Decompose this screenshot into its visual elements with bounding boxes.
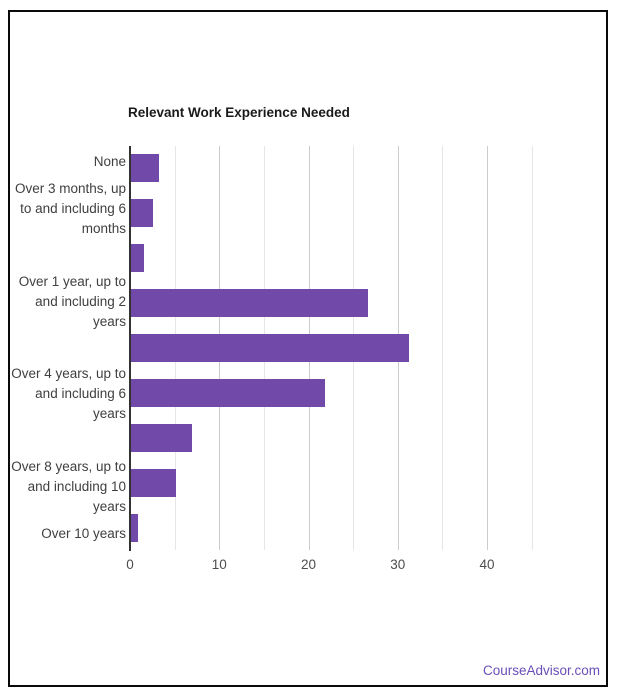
bar-row-8 [130, 505, 554, 550]
bar-8 [130, 513, 139, 542]
bar-5 [130, 378, 325, 407]
category-label-row-0: None [10, 146, 126, 179]
category-label-row-6 [10, 424, 126, 457]
x-tick-10: 10 [211, 557, 227, 572]
bar-row-1 [130, 191, 554, 236]
bar-row-6 [130, 415, 554, 460]
bar-row-3 [130, 281, 554, 326]
x-tick-0: 0 [126, 557, 134, 572]
category-label-row-3: Over 1 year, up to and including 2 years [10, 272, 126, 332]
category-label-text: Over 10 years [41, 525, 126, 541]
category-label-text: Over 4 years, up to and including 6 year… [11, 366, 126, 422]
category-label-text: None [93, 154, 126, 170]
category-label-text: Over 8 years, up to and including 10 yea… [11, 459, 126, 515]
category-label-text: Over 1 year, up to and including 2 years [18, 273, 126, 329]
bar-row-0 [130, 146, 554, 191]
x-tick-30: 30 [390, 557, 406, 572]
bar-6 [130, 423, 192, 452]
bar-row-2 [130, 236, 554, 281]
bar-1 [130, 199, 154, 228]
y-axis-line [129, 146, 131, 551]
bar-2 [130, 244, 145, 273]
category-label-row-4 [10, 332, 126, 365]
gridline-35 [442, 146, 444, 550]
plot-area [129, 146, 554, 551]
x-tick-40: 40 [479, 557, 495, 572]
bar-row-4 [130, 326, 554, 371]
category-label-row-5: Over 4 years, up to and including 6 year… [10, 364, 126, 424]
bar-0 [130, 154, 159, 183]
category-label-text: Over 3 months, up to and including 6 mon… [14, 180, 126, 236]
chart-title: Relevant Work Experience Needed [128, 105, 350, 120]
gridline-45 [531, 146, 533, 550]
category-labels: None Over 3 months, up to and including 6… [10, 146, 126, 550]
bar-7 [130, 468, 176, 497]
gridline-40 [487, 146, 489, 550]
category-label-row-8: Over 10 years [10, 517, 126, 550]
category-label-row-1: Over 3 months, up to and including 6 mon… [10, 179, 126, 239]
x-axis-ticks: 0 10 20 30 40 [126, 557, 554, 577]
bar-3 [130, 289, 369, 318]
category-label-row-7: Over 8 years, up to and including 10 yea… [10, 457, 126, 517]
bar-row-5 [130, 370, 554, 415]
category-label-row-2 [10, 239, 126, 272]
x-tick-20: 20 [301, 557, 317, 572]
bar-row-7 [130, 460, 554, 505]
bars [130, 146, 554, 550]
bar-4 [130, 334, 410, 362]
footer-brand-link[interactable]: CourseAdvisor.com [482, 663, 600, 678]
